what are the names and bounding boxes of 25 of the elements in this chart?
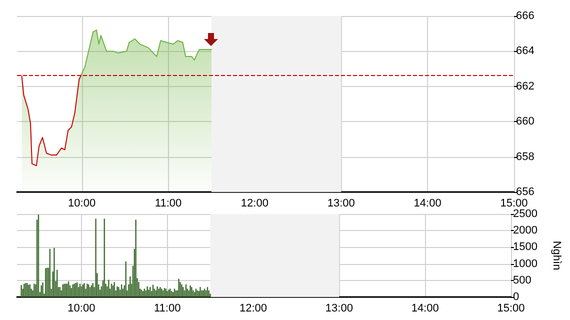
x-tick-label: 14:00 bbox=[411, 302, 439, 314]
y-tick-label: 2500 bbox=[513, 208, 538, 220]
x-tick-label: 12:00 bbox=[239, 302, 268, 314]
y-tick-label: 1000 bbox=[513, 258, 538, 270]
y-tick-label: 656 bbox=[516, 186, 534, 198]
y-tick-label: 660 bbox=[516, 116, 534, 128]
y-tick-label: 662 bbox=[516, 80, 534, 92]
y-tick-label: 500 bbox=[513, 274, 532, 286]
y-tick-label: 2000 bbox=[513, 224, 538, 237]
x-tick-label: 13:00 bbox=[325, 302, 353, 314]
x-tick-label: 15:00 bbox=[497, 302, 525, 314]
y-axis-title: Nghìn bbox=[550, 240, 562, 270]
x-tick-label: 14:00 bbox=[414, 198, 442, 210]
y-tick-label: 0 bbox=[513, 291, 520, 303]
y-tick-label: 664 bbox=[516, 45, 534, 58]
x-tick-label: 10:00 bbox=[68, 302, 96, 314]
x-tick-label: 11:00 bbox=[154, 198, 182, 210]
x-tick-label: 13:00 bbox=[327, 198, 355, 210]
y-tick-label: 666 bbox=[516, 10, 534, 22]
x-tick-label: 15:00 bbox=[500, 198, 528, 210]
y-tick-label: 1500 bbox=[513, 241, 538, 254]
y-tick-label: 658 bbox=[516, 150, 534, 163]
x-tick-label: 11:00 bbox=[154, 302, 181, 314]
x-tick-label: 10:00 bbox=[68, 198, 96, 210]
x-tick-label: 12:00 bbox=[240, 198, 268, 210]
